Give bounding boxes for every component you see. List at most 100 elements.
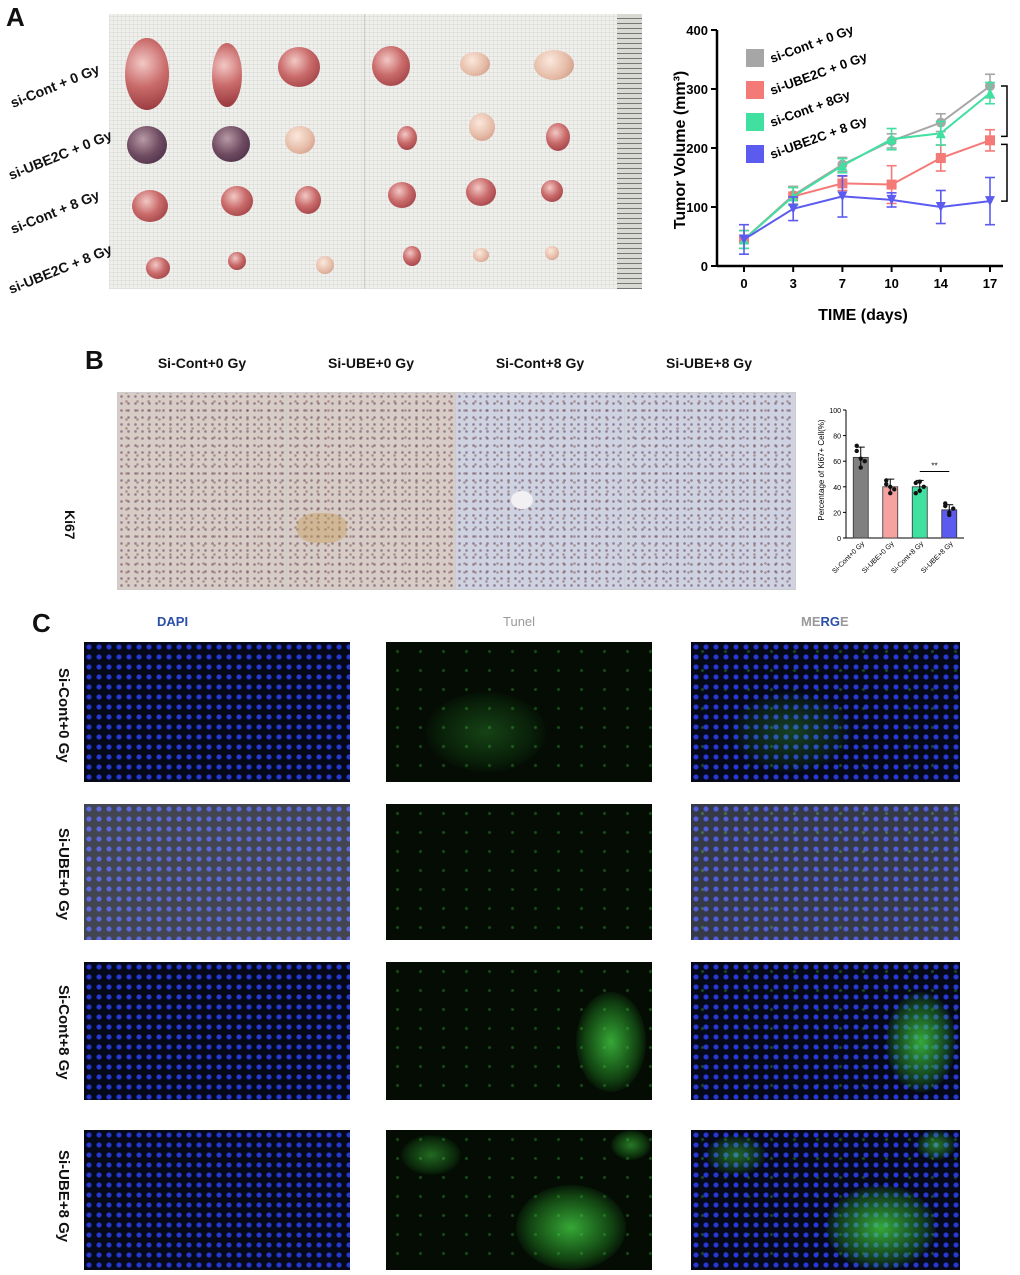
fluor-row-label: Si-UBE+0 Gy	[55, 828, 72, 921]
tumor	[541, 180, 563, 202]
tunel-image	[386, 642, 652, 782]
y-tick-label: 400	[686, 23, 708, 38]
dapi-image	[84, 642, 350, 782]
data-point	[884, 478, 889, 483]
y-tick-label: 40	[833, 485, 841, 492]
data-point	[858, 456, 863, 461]
photo-row-label: si-UBE2C + 8 Gy	[6, 240, 115, 297]
data-point	[888, 491, 893, 496]
data-point	[985, 135, 995, 146]
y-tick-label: 60	[833, 459, 841, 466]
series-line	[743, 195, 991, 241]
ihc-image	[117, 392, 289, 590]
data-point	[858, 465, 863, 470]
tumor	[460, 52, 490, 76]
ruler	[617, 14, 642, 289]
data-point	[913, 491, 918, 496]
data-point	[947, 512, 952, 518]
tumor	[473, 248, 489, 262]
photo-row-label: si-UBE2C + 0 Gy	[6, 126, 115, 183]
tunel-image	[386, 962, 652, 1100]
x-tick-label: 0	[740, 276, 747, 291]
tumor-photo	[109, 14, 642, 289]
data-point	[739, 234, 749, 245]
tumor	[212, 43, 242, 107]
y-tick-label: 200	[686, 141, 708, 156]
merge-image	[691, 1130, 960, 1270]
y-tick-label: 20	[833, 510, 841, 517]
data-point	[862, 459, 867, 464]
data-point	[985, 196, 995, 207]
merge-title-part: M	[801, 614, 812, 629]
fluor-row-label: Si-UBE+8 Gy	[55, 1150, 72, 1243]
significance-bracket	[1001, 143, 1008, 202]
ihc-image	[455, 392, 627, 590]
dapi-image	[84, 804, 350, 940]
merge-title-part: E	[840, 614, 849, 629]
ki67-row-label: Ki67	[62, 510, 78, 540]
tumor	[388, 182, 416, 208]
y-tick-label: 300	[686, 82, 708, 97]
tumor	[228, 252, 246, 270]
merge-column-title: MERGE	[801, 614, 849, 629]
tumor	[372, 46, 410, 86]
ihc-column-title: Si-UBE+8 Gy	[666, 355, 752, 371]
x-tick-label: 17	[983, 276, 997, 291]
tumor	[546, 123, 570, 151]
legend-swatch	[746, 81, 764, 99]
data-point	[985, 88, 995, 99]
panel-label-c: C	[32, 608, 51, 638]
significance-bracket	[1001, 85, 1008, 138]
tumor	[221, 186, 253, 216]
tumor	[127, 126, 167, 164]
legend-swatch	[746, 49, 764, 67]
data-point	[837, 160, 848, 171]
data-point	[884, 482, 889, 487]
series-line	[743, 92, 991, 241]
legend-swatch	[746, 145, 764, 163]
ihc-column-title: Si-Cont+0 Gy	[157, 355, 247, 371]
data-point	[886, 179, 897, 190]
data-point	[886, 134, 897, 145]
data-point	[935, 202, 946, 212]
merge-image	[691, 804, 960, 940]
tumor	[212, 126, 250, 162]
x-tick-label: Si-UBE+8 Gy	[920, 540, 955, 575]
merge-title-part: G	[829, 614, 841, 629]
y-tick-label: 80	[833, 434, 841, 441]
fluor-row-label: Si-Cont+8 Gy	[55, 985, 72, 1080]
data-point	[935, 128, 946, 139]
x-axis-label: TIME (days)	[818, 307, 908, 324]
ihc-column-title: Si-UBE+0 Gy	[328, 355, 414, 371]
data-point	[854, 443, 859, 449]
tumor	[295, 186, 321, 214]
panel-label-b: B	[85, 345, 104, 375]
merge-image	[691, 642, 960, 782]
x-tick-label: 14	[934, 276, 949, 291]
data-point	[837, 191, 848, 202]
data-point	[888, 484, 893, 489]
y-tick-label: 0	[701, 259, 708, 274]
y-tick-label: 100	[829, 408, 841, 415]
merge-title-part: R	[820, 614, 830, 629]
tumor	[132, 190, 168, 222]
tunel-image	[386, 1130, 652, 1270]
dapi-column-title: DAPI	[157, 614, 189, 629]
tumor	[397, 126, 417, 150]
y-axis-label: Percentage of Ki67+ Cell(%)	[817, 419, 826, 521]
data-point	[921, 484, 926, 489]
tumor	[125, 38, 169, 110]
y-tick-label: 100	[686, 200, 708, 215]
ihc-image	[624, 392, 796, 590]
data-point	[951, 506, 956, 511]
tunel-column-title: Tunel	[503, 614, 536, 629]
y-tick-label: 0	[837, 536, 841, 543]
tumor	[466, 178, 496, 206]
tumor	[469, 113, 495, 141]
data-point	[917, 479, 922, 484]
tumor	[146, 257, 170, 279]
tumor	[278, 47, 320, 87]
significance-label: **	[931, 461, 937, 470]
dapi-image	[84, 1130, 350, 1270]
